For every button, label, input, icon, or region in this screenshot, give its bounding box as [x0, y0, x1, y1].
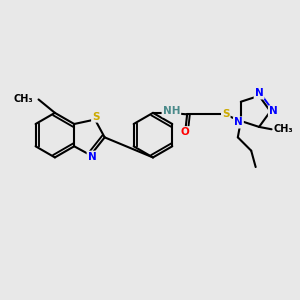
Text: N: N	[88, 152, 96, 162]
Text: N: N	[234, 118, 243, 128]
Text: N: N	[269, 106, 278, 116]
Text: S: S	[222, 109, 230, 119]
Text: CH₃: CH₃	[273, 124, 293, 134]
Text: S: S	[92, 112, 100, 122]
Text: CH₃: CH₃	[14, 94, 33, 104]
Text: NH: NH	[163, 106, 180, 116]
Text: N: N	[255, 88, 263, 98]
Text: O: O	[181, 127, 189, 137]
